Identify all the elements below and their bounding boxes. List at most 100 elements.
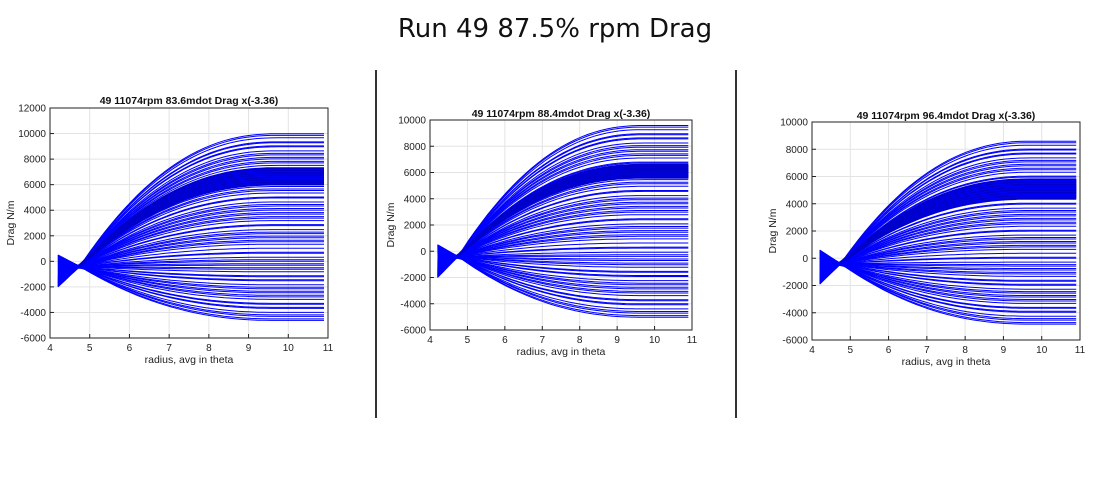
- y-tick-label: -4000: [400, 299, 426, 310]
- y-tick-label: 10000: [18, 129, 46, 140]
- series-line: [57, 267, 324, 308]
- series-line: [819, 263, 1077, 321]
- x-tick-label: 6: [502, 335, 508, 346]
- y-tick-label: 8000: [24, 155, 47, 166]
- y-tick-label: -2000: [20, 282, 46, 293]
- x-tick-label: 7: [540, 335, 546, 346]
- x-tick-label: 8: [206, 343, 212, 354]
- x-tick-label: 5: [848, 345, 854, 356]
- series-line: [437, 256, 689, 314]
- x-tick-label: 9: [1001, 345, 1007, 356]
- series-line: [819, 252, 1077, 276]
- series-line: [437, 256, 689, 290]
- series-line: [819, 165, 1077, 277]
- y-tick-label: -2000: [400, 273, 426, 284]
- series-line: [819, 256, 1077, 282]
- x-tick-label: 6: [886, 345, 892, 356]
- y-tick-label: 4000: [786, 199, 809, 210]
- x-tick-label: 11: [687, 335, 698, 346]
- x-tick-label: 10: [1036, 345, 1048, 356]
- series-line: [57, 237, 324, 277]
- series-line: [819, 215, 1077, 273]
- series-line: [437, 218, 689, 275]
- series-line: [437, 227, 689, 262]
- series-line: [437, 256, 689, 269]
- series-line: [57, 213, 324, 282]
- series-line: [819, 264, 1077, 325]
- y-tick-label: 10000: [780, 118, 808, 129]
- series-line: [437, 256, 689, 268]
- series-line: [437, 150, 689, 271]
- x-tick-label: 8: [962, 345, 968, 356]
- series-line: [819, 225, 1077, 275]
- series-line: [57, 201, 324, 267]
- series-line: [437, 251, 689, 258]
- series-line: [437, 256, 689, 272]
- y-tick-label: 6000: [786, 172, 809, 183]
- series-line: [437, 203, 689, 267]
- series-line: [437, 256, 689, 276]
- series-line: [57, 266, 324, 317]
- x-tick-label: 11: [1075, 345, 1086, 356]
- series-line: [57, 241, 324, 283]
- series-line: [57, 265, 324, 313]
- series-line: [57, 243, 324, 274]
- slide-title: Run 49 87.5% rpm Drag: [397, 14, 713, 44]
- series-line: [437, 256, 689, 286]
- y-tick-label: 2000: [786, 227, 809, 238]
- y-axis-label: Drag N/m: [385, 202, 397, 247]
- series-line: [819, 248, 1077, 270]
- series-line: [437, 246, 689, 276]
- series-line: [819, 263, 1077, 269]
- series-line: [819, 264, 1077, 308]
- series-line: [819, 148, 1077, 279]
- series-line: [57, 154, 324, 275]
- y-tick-label: 2000: [24, 231, 47, 242]
- x-tick-label: 4: [809, 345, 815, 356]
- series-line: [57, 266, 324, 286]
- series-line: [57, 264, 324, 278]
- series-line: [57, 256, 324, 267]
- series-line: [840, 178, 1077, 265]
- series-line: [57, 266, 324, 294]
- x-tick-label: 4: [47, 343, 53, 354]
- y-tick-label: 12000: [18, 104, 46, 115]
- y-tick-label: -2000: [782, 281, 808, 292]
- x-tick-label: 9: [246, 343, 252, 354]
- series-line: [437, 257, 689, 294]
- divider-left: [375, 70, 377, 418]
- series-line: [819, 264, 1077, 281]
- series-line: [437, 190, 689, 274]
- y-tick-label: 4000: [24, 206, 47, 217]
- x-axis-label: radius, avg in theta: [145, 354, 234, 366]
- y-tick-label: 6000: [24, 180, 47, 191]
- series-line: [437, 257, 689, 301]
- series-line: [840, 197, 1077, 265]
- series-line: [819, 229, 1077, 281]
- series-line: [57, 266, 324, 275]
- series-line: [840, 186, 1077, 265]
- series-line: [57, 229, 324, 267]
- series-line: [437, 256, 689, 310]
- x-tick-label: 4: [427, 335, 433, 346]
- series-line: [437, 214, 689, 269]
- series-line: [840, 183, 1077, 265]
- series-line: [840, 194, 1077, 265]
- x-tick-label: 6: [127, 343, 133, 354]
- series-line: [57, 233, 324, 272]
- series-line: [819, 207, 1077, 264]
- series-line: [819, 261, 1077, 265]
- series-line: [819, 263, 1077, 294]
- series-line: [57, 251, 324, 285]
- y-tick-label: 10000: [398, 116, 426, 127]
- series-group: [437, 125, 689, 318]
- series-line: [819, 219, 1077, 279]
- y-tick-label: 8000: [786, 145, 809, 156]
- series-line: [57, 224, 324, 284]
- series-line: [57, 205, 324, 271]
- series-line: [819, 263, 1077, 277]
- chart-title: 49 11074rpm 83.6mdot Drag x(-3.36): [100, 95, 279, 107]
- y-tick-label: 8000: [404, 142, 427, 153]
